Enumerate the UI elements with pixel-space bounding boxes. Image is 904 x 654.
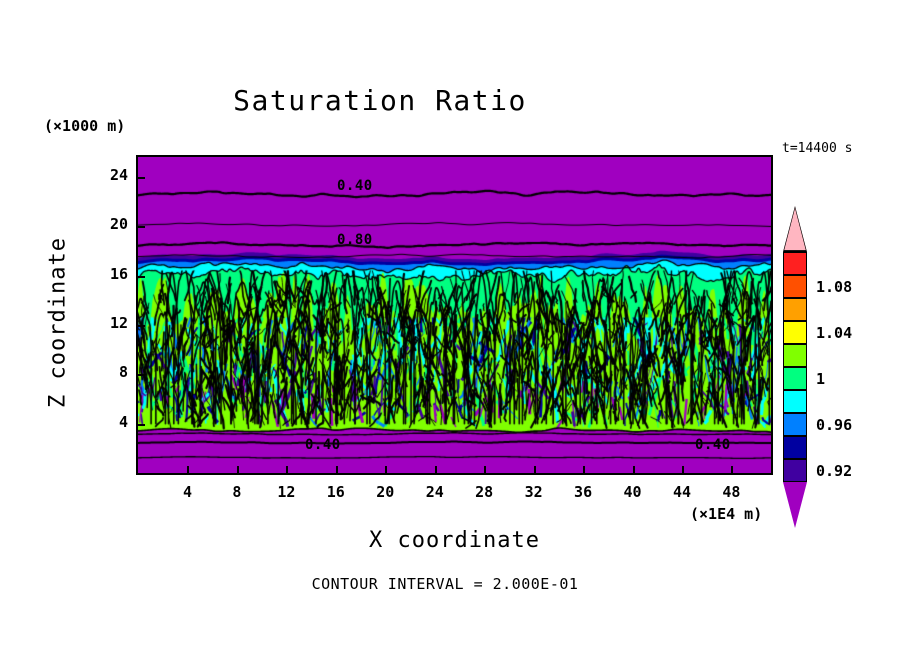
x-axis-tick-label: 8	[232, 483, 242, 501]
x-axis-tick	[286, 466, 289, 473]
figure-caption: CONTOUR INTERVAL = 2.000E-01	[311, 575, 579, 593]
y-axis-tick	[138, 275, 145, 278]
x-axis-unit-label: (×1E4 m)	[690, 505, 763, 523]
y-axis-tick-label: 4	[118, 412, 128, 431]
x-axis-tick	[583, 466, 586, 473]
colorbar-band-orange	[783, 298, 807, 321]
contour-value-label: 0.40	[695, 437, 731, 453]
x-axis-tick	[385, 466, 388, 473]
x-axis-tick-label: 20	[376, 483, 395, 501]
time-stamp-annotation: t=14400 s	[782, 141, 853, 156]
x-axis-tick-label: 40	[623, 483, 642, 501]
x-axis-tick	[731, 466, 734, 473]
colorbar-tick-label: 0.92	[816, 461, 853, 480]
contour-value-label: 0.40	[305, 437, 341, 453]
x-axis-tick-label: 16	[326, 483, 345, 501]
y-axis-tick	[138, 374, 145, 377]
colorbar-tick-label: 1	[816, 369, 826, 388]
x-axis-tick	[533, 466, 536, 473]
x-axis-tick-label: 32	[524, 483, 543, 501]
y-axis-tick-label: 24	[109, 165, 128, 184]
x-axis-tick	[434, 466, 437, 473]
colorbar-tick-label: 1.04	[816, 323, 853, 342]
contour-value-label: 0.40	[337, 178, 373, 194]
x-axis-tick-label: 24	[425, 483, 444, 501]
y-axis-unit-label: (×1000 m)	[44, 117, 126, 135]
colorbar-band-spring-green	[783, 367, 807, 390]
x-axis-tick	[335, 466, 338, 473]
x-axis-tick	[236, 466, 239, 473]
x-axis-tick	[632, 466, 635, 473]
contour-plot-area	[136, 155, 773, 475]
colorbar-tick-label: 1.08	[816, 277, 853, 296]
colorbar-band-indigo	[783, 459, 807, 482]
y-axis-tick-label: 8	[118, 363, 128, 382]
x-axis-tick-label: 48	[722, 483, 741, 501]
colorbar-band-blue	[783, 413, 807, 436]
y-axis-tick	[138, 176, 145, 179]
x-axis-tick	[187, 466, 190, 473]
colorbar-tick-label: 0.96	[816, 415, 853, 434]
colorbar-band-red	[783, 252, 807, 275]
y-axis-tick-label: 16	[109, 264, 128, 283]
y-axis-tick	[138, 423, 145, 426]
x-axis-tick-label: 4	[182, 483, 192, 501]
contour-value-label: 0.80	[337, 232, 373, 248]
contour-field-canvas	[138, 157, 771, 473]
x-axis-tick	[681, 466, 684, 473]
x-axis-tick-label: 44	[672, 483, 692, 501]
x-axis-tick	[484, 466, 487, 473]
x-axis-tick-label: 12	[277, 483, 296, 501]
y-axis-title: Z coordinate	[45, 237, 71, 408]
y-axis-tick	[138, 324, 145, 327]
page-title: Saturation Ratio	[233, 84, 527, 117]
colorbar-band-navy	[783, 436, 807, 459]
colorbar-under-range-cap	[783, 482, 807, 528]
y-axis-tick	[138, 226, 145, 229]
colorbar-band-cyan	[783, 390, 807, 413]
colorbar-over-range-cap	[783, 206, 807, 252]
x-axis-title: X coordinate	[369, 528, 540, 553]
x-axis-tick-label: 28	[475, 483, 494, 501]
y-axis-tick-label: 20	[109, 215, 128, 234]
y-axis-tick-label: 12	[109, 313, 128, 332]
colorbar-band-chartreuse	[783, 344, 807, 367]
colorbar-band-orange-red	[783, 275, 807, 298]
colorbar-band-yellow	[783, 321, 807, 344]
x-axis-tick-label: 36	[574, 483, 593, 501]
colorbar: 1.08 1.04 1 0.96 0.92	[783, 206, 852, 528]
